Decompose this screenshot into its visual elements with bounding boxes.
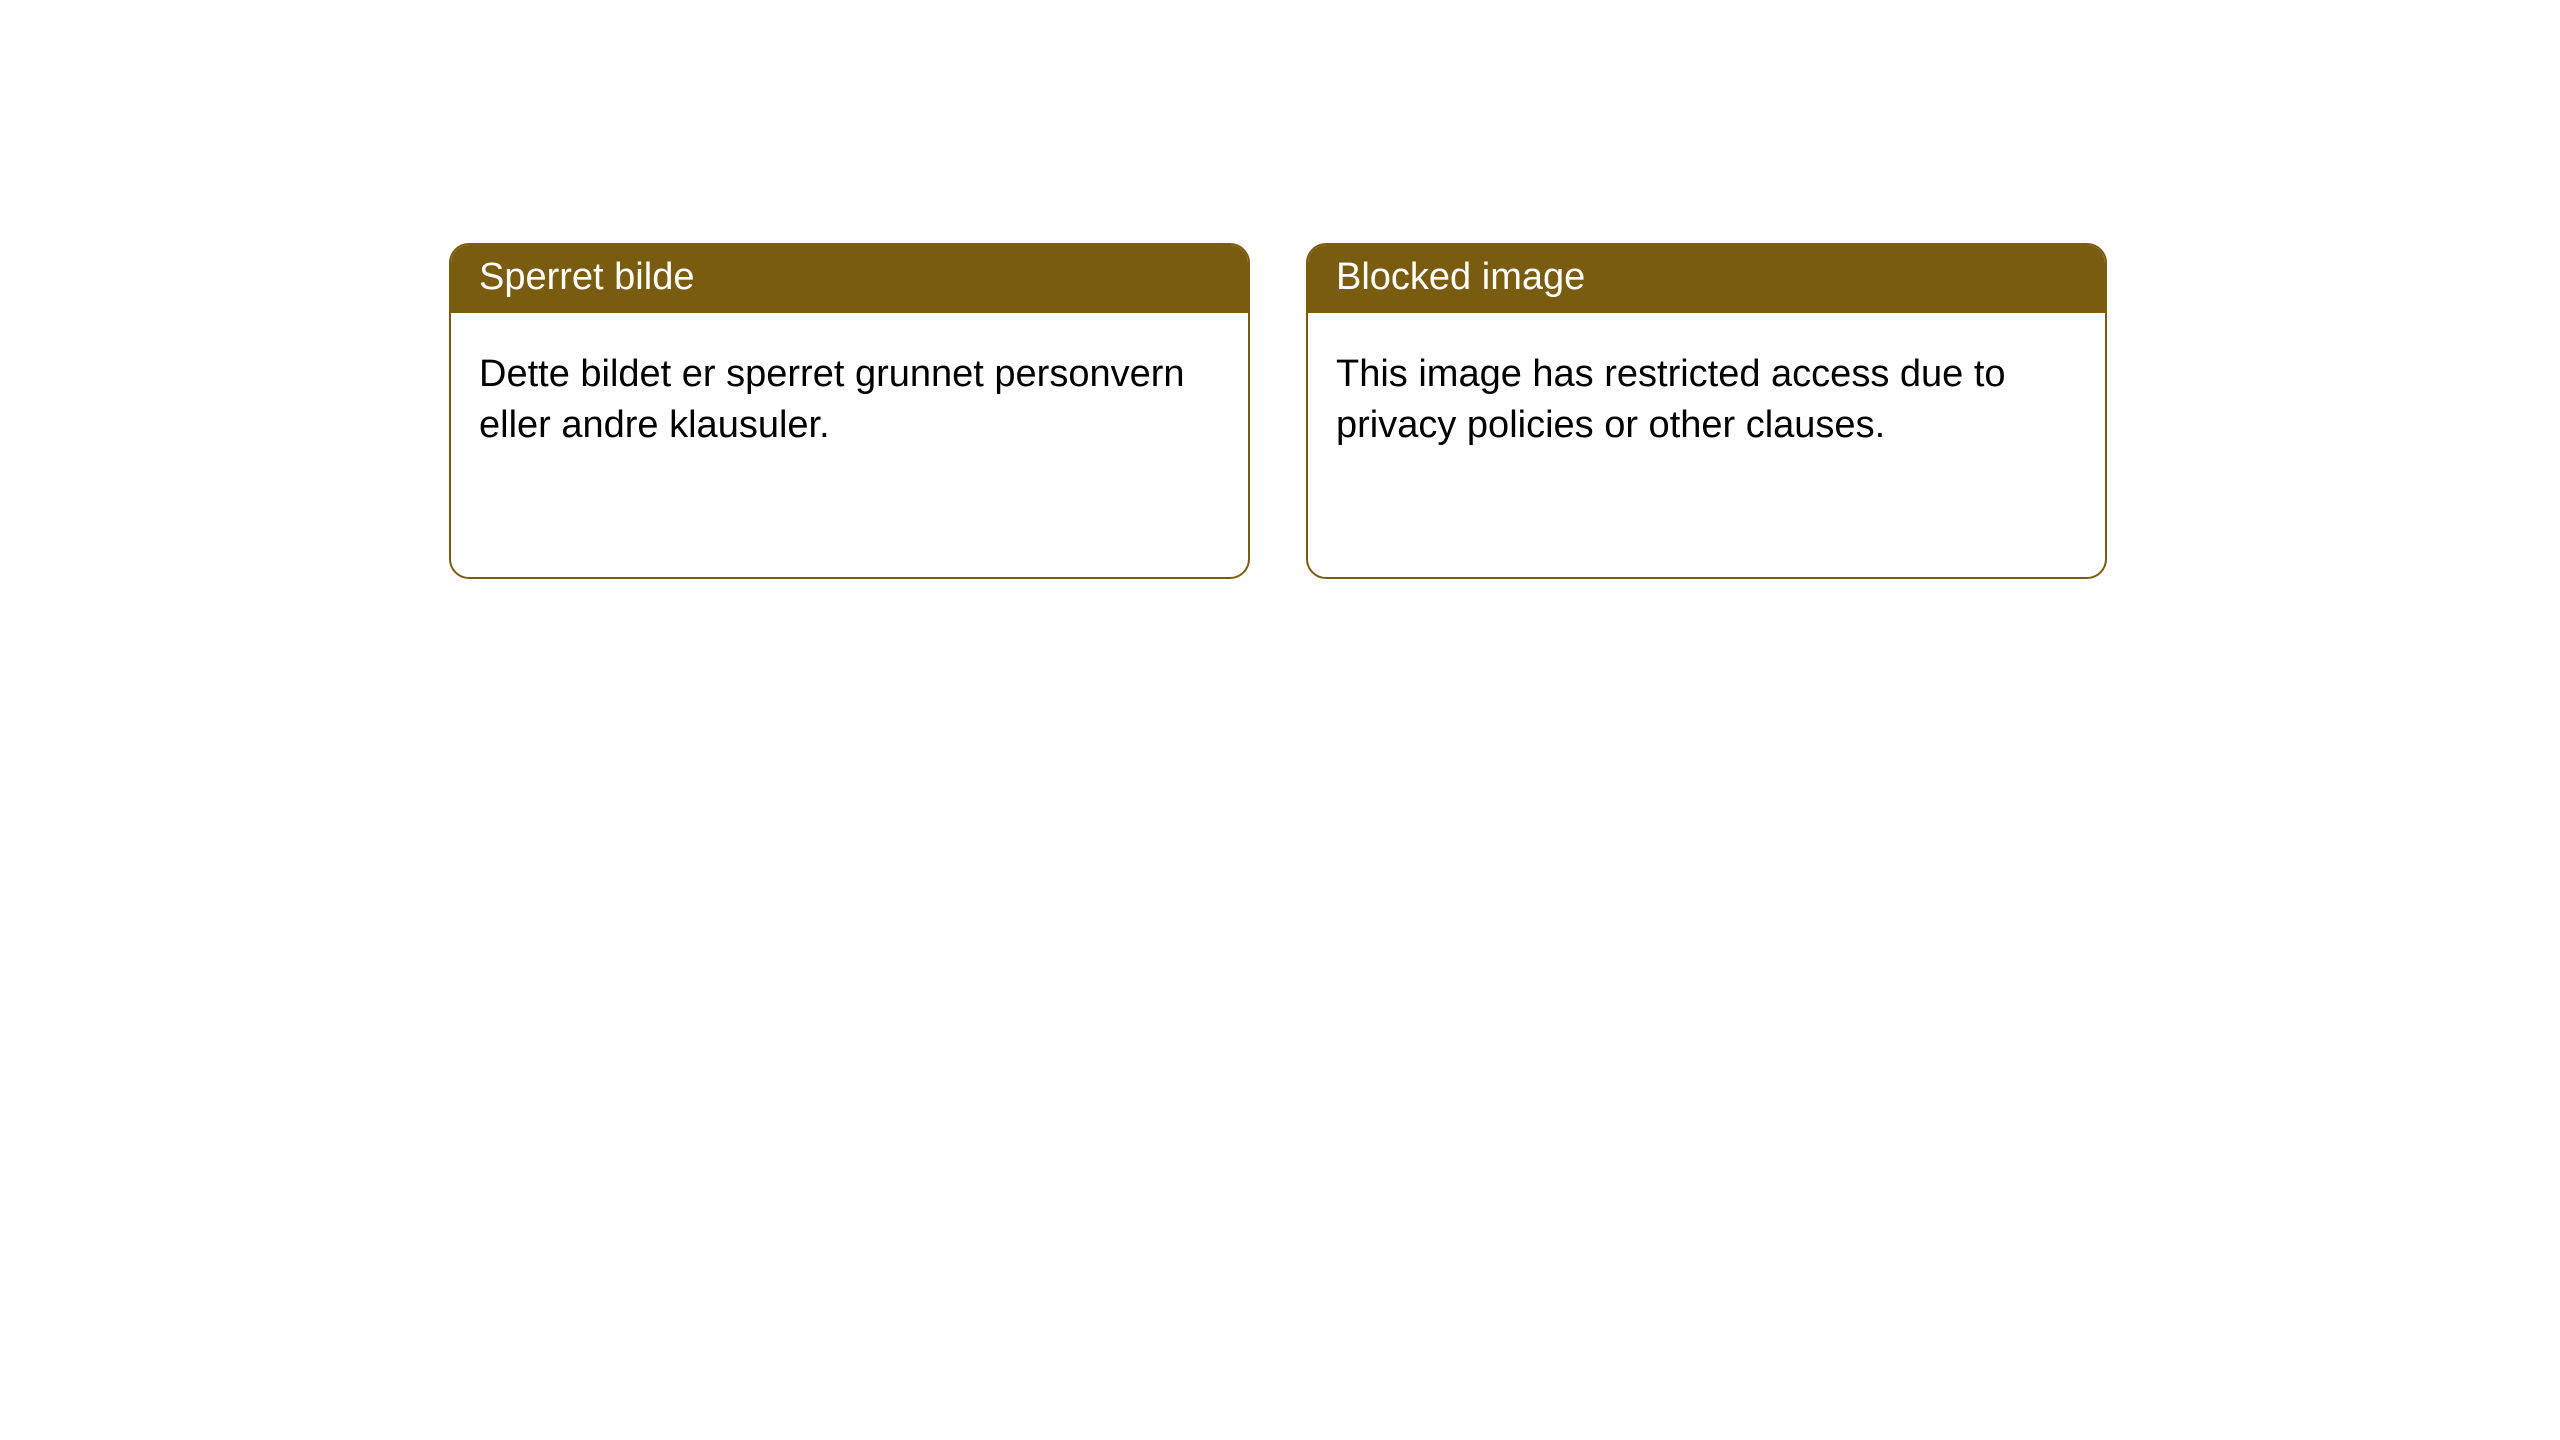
notice-container: Sperret bilde Dette bildet er sperret gr… [0,0,2560,579]
notice-body-english: This image has restricted access due to … [1308,313,2105,488]
notice-body-norwegian: Dette bildet er sperret grunnet personve… [451,313,1248,488]
notice-title-english: Blocked image [1308,245,2105,313]
notice-card-english: Blocked image This image has restricted … [1306,243,2107,579]
notice-card-norwegian: Sperret bilde Dette bildet er sperret gr… [449,243,1250,579]
notice-title-norwegian: Sperret bilde [451,245,1248,313]
